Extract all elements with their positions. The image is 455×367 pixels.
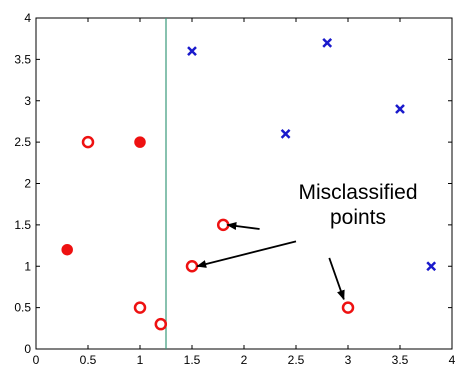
axis-tick-labels: 0 0.5 1 1.5 2 2.5 3 3.5 4 0 0.5 1 1.5 2 2.5 3 3.5 4 xyxy=(14,11,455,367)
annotation-line: Misclassified xyxy=(298,181,417,204)
open-circle-point xyxy=(81,135,95,149)
x-tick-label: 2 xyxy=(241,353,248,367)
x-tick-label: 0.5 xyxy=(80,353,97,367)
annotation-text: Misclassified points xyxy=(298,181,417,229)
open-circle-point xyxy=(341,301,355,314)
filled-circle-point xyxy=(61,243,73,256)
x-tick-label: 1 xyxy=(137,353,144,367)
cross-point xyxy=(322,37,333,48)
y-tick-label: 4 xyxy=(24,11,31,25)
annotation-arrow xyxy=(328,257,345,301)
y-tick-label: 3 xyxy=(24,94,31,108)
y-tick-label: 2.5 xyxy=(14,135,31,149)
x-tick-label: 3.5 xyxy=(392,353,409,367)
y-tick-label: 2 xyxy=(24,177,31,191)
x-tick-label: 0 xyxy=(33,353,40,367)
open-circle-point xyxy=(154,317,168,331)
cross-point xyxy=(187,46,197,56)
cross-point xyxy=(280,128,291,139)
x-tick-label: 2.5 xyxy=(288,353,305,367)
cross-point xyxy=(395,104,405,114)
annotation-line: points xyxy=(330,206,386,229)
y-tick-label: 1.5 xyxy=(14,218,31,232)
open-circle-point xyxy=(133,301,147,314)
y-tick-label: 0 xyxy=(24,342,31,356)
annotation-arrows xyxy=(196,222,345,301)
x-tick-label: 4 xyxy=(449,353,455,367)
axis-ticks xyxy=(35,17,453,350)
x-tick-label: 1.5 xyxy=(184,353,201,367)
y-tick-label: 0.5 xyxy=(14,301,31,315)
annotation-arrow xyxy=(196,240,297,268)
cross-point xyxy=(426,261,437,272)
annotation-arrow xyxy=(226,222,260,230)
plot-frame xyxy=(35,17,453,350)
data-points xyxy=(61,37,437,331)
y-tick-label: 3.5 xyxy=(14,52,31,66)
y-tick-label: 1 xyxy=(24,259,31,273)
x-tick-label: 3 xyxy=(345,353,352,367)
filled-circle-point xyxy=(134,136,146,148)
